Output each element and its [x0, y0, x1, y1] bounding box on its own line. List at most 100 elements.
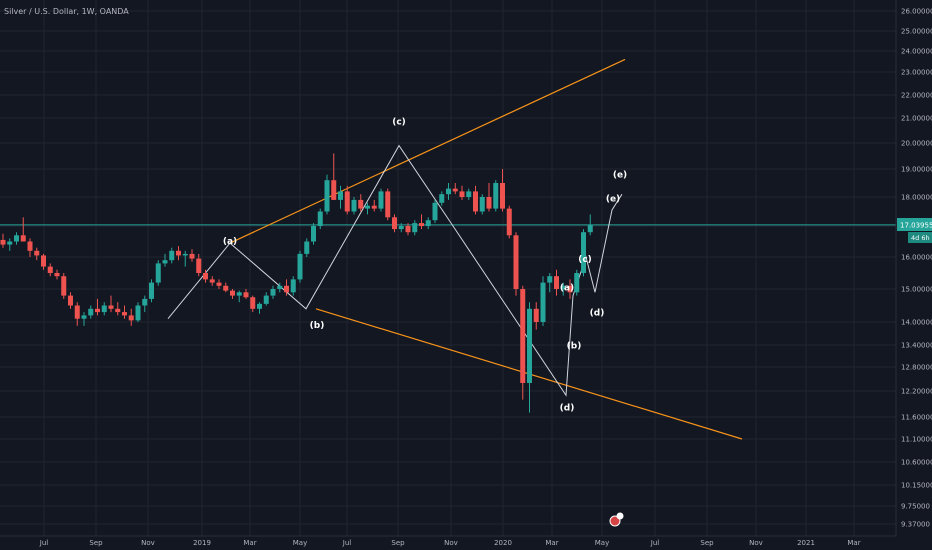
candle [14, 232, 19, 245]
candle [216, 279, 222, 289]
candle-body [554, 276, 559, 289]
candle-body [527, 308, 532, 383]
candle [554, 269, 559, 296]
candle-body [486, 197, 492, 209]
wave-label: (b) [567, 342, 582, 352]
candle [405, 223, 411, 236]
current-price-value: 17.03955 [900, 222, 932, 230]
x-tick-label: May [595, 539, 609, 547]
candle [358, 194, 364, 212]
candle-body [412, 223, 418, 233]
x-tick-label: Sep [89, 539, 103, 547]
candle-body [68, 295, 73, 306]
candle-body [236, 292, 242, 296]
candle-body [439, 194, 445, 203]
event-marker-icon[interactable] [609, 515, 621, 527]
candle-body [263, 295, 269, 304]
candle-body [371, 205, 377, 209]
candle-body [250, 297, 256, 309]
trendline[interactable] [229, 58, 626, 244]
candle-body [7, 241, 13, 245]
candle-body [317, 211, 323, 226]
candle [446, 183, 451, 200]
candle-body [459, 191, 465, 197]
candle [486, 183, 492, 212]
candle-body [479, 197, 485, 212]
y-tick-label: 16.00000 [901, 254, 932, 262]
wave-label: (e) [613, 170, 627, 180]
candle-body [14, 235, 19, 242]
candle [74, 302, 80, 326]
candle [7, 238, 13, 251]
candle-body [135, 305, 141, 321]
x-axis[interactable]: Jul Sep Nov 2019 Mar May Jul Sep Nov 2020 Mar May Ju… [0, 535, 896, 547]
y-tick-label: 12.20000 [901, 388, 932, 396]
candle-body [520, 289, 526, 383]
x-tick-label: Nov [749, 539, 763, 547]
candle-body [574, 273, 580, 293]
candle-body [446, 188, 451, 195]
candle [473, 185, 478, 215]
candle [493, 180, 499, 212]
candle-body [540, 282, 546, 322]
candle-body [243, 292, 249, 298]
candle-body [216, 282, 222, 286]
candle [263, 292, 269, 306]
countdown-badge [908, 232, 932, 243]
chart-grid [0, 0, 896, 536]
y-axis[interactable]: 26.00000 25.00000 24.00000 23.00000 22.00000… [895, 0, 932, 536]
candle [81, 312, 87, 326]
candle [317, 208, 323, 230]
candle-body [34, 250, 40, 256]
candle-body [203, 273, 208, 280]
candle-body [419, 223, 424, 226]
x-tick-label: Jul [39, 539, 49, 547]
candle-body [20, 235, 26, 242]
candle-body [297, 253, 303, 280]
candle-body [122, 312, 127, 316]
candle [236, 290, 242, 303]
y-tick-label: 18.00000 [901, 194, 932, 202]
candle-body [115, 308, 121, 313]
candle [290, 276, 296, 296]
candle-body [0, 239, 6, 245]
candle [189, 249, 195, 262]
candle-body [95, 308, 100, 313]
candle [250, 295, 256, 313]
candle [500, 169, 505, 212]
candle-body [378, 191, 384, 209]
candle-body [169, 250, 175, 261]
candle [351, 197, 357, 215]
candle [533, 302, 539, 330]
candle [270, 285, 276, 299]
candle-body [324, 180, 330, 212]
candle [297, 250, 303, 283]
event-marker[interactable] [609, 512, 624, 527]
candle [378, 188, 384, 212]
candle-body [506, 208, 512, 236]
candle [27, 238, 33, 257]
candle [47, 263, 53, 277]
candle [230, 289, 235, 299]
wave-path[interactable] [167, 144, 623, 397]
candle [169, 247, 175, 264]
wave-label: (b) [310, 321, 325, 331]
candle [392, 214, 397, 233]
candle-body [270, 289, 276, 296]
candle [506, 205, 512, 239]
y-tick-label: 13.40000 [901, 342, 932, 350]
candle-body [351, 199, 357, 212]
y-tick-label: 9.75000 [901, 503, 930, 511]
x-tick-label: Jul [342, 539, 352, 547]
candle-body [547, 276, 553, 283]
candle [338, 185, 343, 209]
candle-body [162, 260, 168, 264]
candle [324, 174, 330, 215]
wave-label: (d) [560, 404, 575, 414]
y-tick-label: 19.00000 [901, 166, 932, 174]
wave-line[interactable] [167, 144, 623, 397]
candle-body [581, 232, 586, 273]
candle-body [41, 255, 46, 267]
candle [182, 250, 188, 267]
